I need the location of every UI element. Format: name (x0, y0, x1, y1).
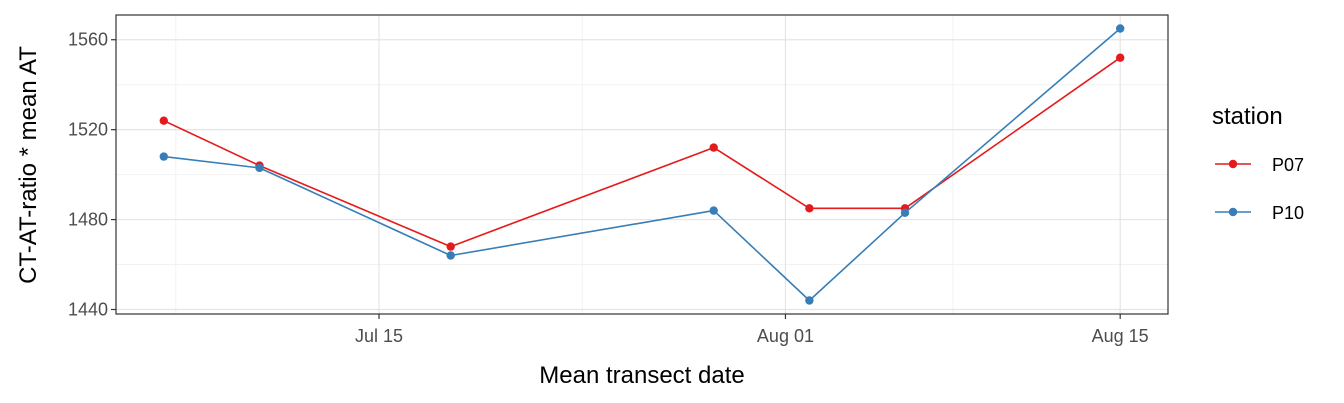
data-point-p10 (255, 163, 264, 173)
data-point-p10 (159, 152, 168, 161)
legend-label-p10: P10 (1272, 203, 1304, 223)
plot-background (116, 15, 1168, 314)
y-tick-label: 1520 (68, 120, 108, 140)
legend-label-p07: P07 (1272, 155, 1304, 175)
series-layer (159, 24, 1125, 305)
x-axis: Jul 15 Aug 01 Aug 15 (355, 314, 1149, 346)
data-point-p07 (805, 204, 814, 213)
major-gridlines (116, 15, 1168, 314)
data-point-p10 (900, 208, 910, 217)
y-tick-label: 1480 (68, 210, 108, 230)
data-point-p10 (446, 251, 455, 260)
y-axis-title: CT-AT-ratio * mean AT (15, 46, 42, 284)
y-axis: 1440 1480 1520 1560 (68, 30, 116, 320)
data-point-p10 (805, 296, 814, 305)
x-tick-label: Aug 15 (1092, 326, 1149, 346)
data-point-p07 (709, 143, 718, 152)
y-tick-label: 1560 (68, 30, 108, 50)
data-point-p07 (446, 242, 455, 251)
y-tick-label: 1440 (68, 300, 108, 320)
legend-key-point-p10 (1228, 207, 1238, 217)
minor-gridlines (116, 15, 1168, 314)
legend-items: P07 P10 (1215, 155, 1304, 223)
legend-key-point-p07 (1228, 159, 1238, 169)
x-tick-label: Aug 01 (757, 326, 814, 346)
x-tick-label: Jul 15 (355, 326, 403, 346)
data-point-p07 (1116, 53, 1125, 62)
plot-border (115, 14, 1169, 315)
x-axis-title: Mean transect date (539, 362, 744, 389)
data-point-p10 (1116, 24, 1125, 33)
legend-title: station (1212, 103, 1283, 130)
data-point-p07 (159, 116, 168, 125)
data-point-p10 (709, 206, 718, 215)
legend: station P07 P10 (1212, 103, 1304, 223)
